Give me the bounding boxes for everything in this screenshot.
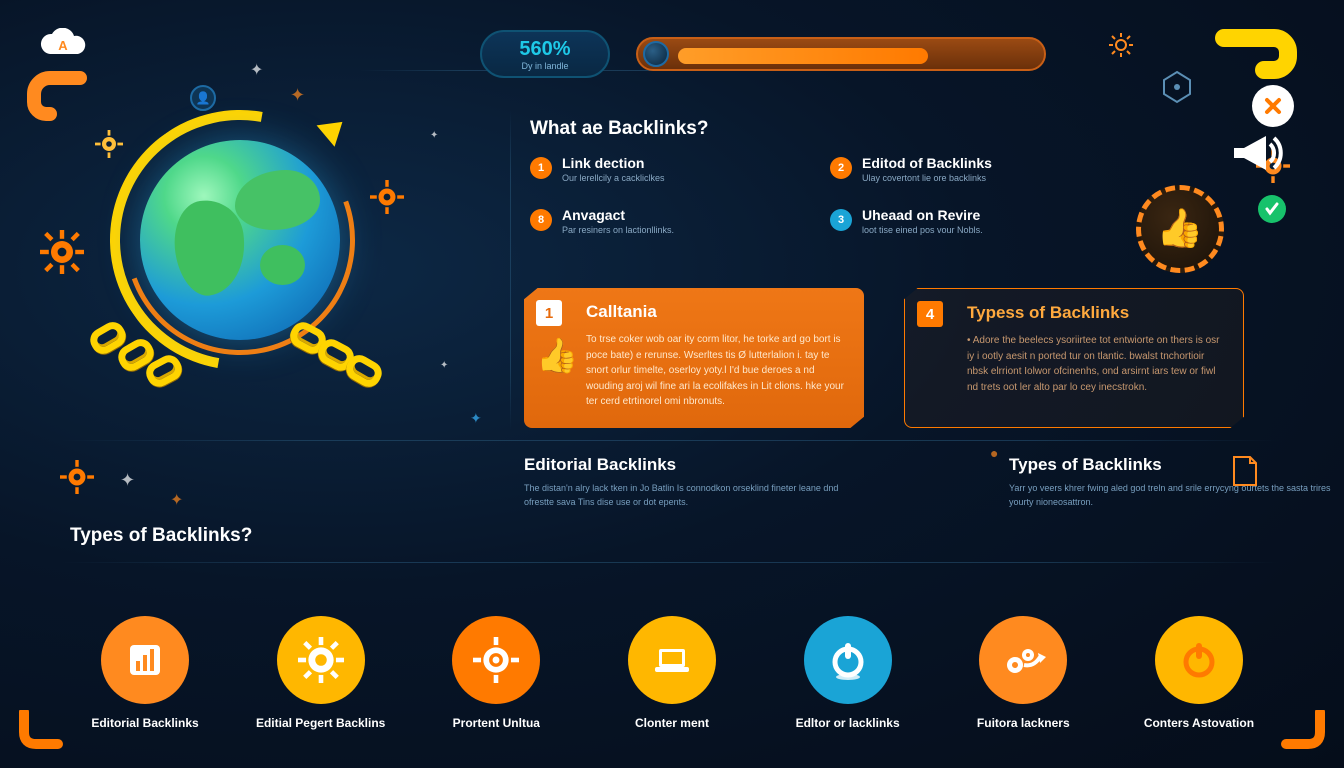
check-icon bbox=[1258, 195, 1286, 223]
thumbs-up-icon: 👍 bbox=[536, 336, 578, 376]
bullet-icon: 8 bbox=[530, 209, 552, 231]
type-item: Conters Astovation bbox=[1124, 616, 1274, 732]
type-item: Prortent Unltua bbox=[421, 616, 571, 732]
grid-item: 2 Editod of Backlinks Ulay covertont lie… bbox=[830, 155, 1080, 183]
bullet-icon: 3 bbox=[830, 209, 852, 231]
grid-item-title: Editod of Backlinks bbox=[862, 155, 992, 171]
megaphone-icon bbox=[1228, 130, 1284, 181]
bullet-icon: 2 bbox=[830, 157, 852, 179]
yellow-bracket-icon bbox=[1214, 28, 1314, 93]
close-icon bbox=[1252, 85, 1294, 127]
grid-item-title: Uheaad on Revire bbox=[862, 207, 983, 223]
card-title: Typess of Backlinks bbox=[967, 303, 1225, 323]
corner-bracket-bl bbox=[14, 710, 68, 754]
gear-icon bbox=[60, 460, 94, 494]
type-label: Editorial Backlinks bbox=[91, 716, 198, 732]
card-title: Calltania bbox=[586, 302, 846, 322]
grid-item: 3 Uheaad on Revire loot tise eined pos v… bbox=[830, 207, 1080, 235]
gear-icon bbox=[277, 616, 365, 704]
mid-column: Editorial Backlinks The distan'n alry la… bbox=[524, 455, 859, 510]
corner-bracket-br bbox=[1276, 710, 1330, 754]
decor-line bbox=[60, 440, 1280, 441]
decor-line bbox=[60, 562, 1280, 563]
thumbs-up-badge-icon: 👍 bbox=[1136, 185, 1224, 273]
section-title: What ae Backlinks? bbox=[530, 118, 708, 140]
gear-alt-icon bbox=[452, 616, 540, 704]
grid-item-title: Anvagact bbox=[562, 207, 674, 223]
decor-vline bbox=[510, 110, 511, 430]
progress-cap-icon bbox=[643, 41, 669, 67]
type-item: Clonter ment bbox=[597, 616, 747, 732]
document-icon bbox=[1232, 455, 1258, 492]
mid-column: Types of Backlinks Yarr yo veers khrer f… bbox=[1009, 455, 1344, 510]
chart-icon bbox=[101, 616, 189, 704]
svg-text:A: A bbox=[58, 38, 68, 53]
user-pin-icon: 👤 bbox=[190, 85, 216, 111]
cloud-icon: A bbox=[36, 28, 90, 67]
sun-icon bbox=[1108, 32, 1134, 63]
hex-icon bbox=[1160, 70, 1194, 109]
grid-item-sub: Ulay covertont lie ore backlinks bbox=[862, 173, 992, 183]
gear-icon bbox=[95, 130, 123, 158]
globe-icon bbox=[140, 140, 340, 340]
card-body: To trse coker wob oar ity corm litor, he… bbox=[586, 332, 846, 410]
card-body: • Adore the beelecs ysoriirtee tot entwi… bbox=[967, 333, 1225, 395]
gear-icon bbox=[40, 230, 84, 274]
grid-item-title: Link dection bbox=[562, 155, 665, 171]
gears-arrow-icon bbox=[979, 616, 1067, 704]
type-label: Edltor or lacklinks bbox=[796, 716, 900, 732]
type-label: Prortent Unltua bbox=[453, 716, 540, 732]
card-badge: 4 bbox=[917, 301, 943, 327]
grid-item-sub: loot tise eined pos vour Nobls. bbox=[862, 225, 983, 235]
mid-body: Yarr yo veers khrer fwing aled god treln… bbox=[1009, 481, 1344, 510]
stat-value: 560% bbox=[519, 38, 570, 61]
grid-items: 1 Link dection Our lerellcily a cacklicl… bbox=[530, 155, 1080, 235]
power2-icon bbox=[1155, 616, 1243, 704]
info-card: 4 Typess of Backlinks • Adore the beelec… bbox=[904, 288, 1244, 428]
type-label: Fuitora lackners bbox=[977, 716, 1070, 732]
type-item: Editorial Backlinks bbox=[70, 616, 220, 732]
type-label: Clonter ment bbox=[635, 716, 709, 732]
card-badge: 1 bbox=[536, 300, 562, 326]
info-card: 1 👍 Calltania To trse coker wob oar ity … bbox=[524, 288, 864, 428]
type-item: Edltor or lacklinks bbox=[773, 616, 923, 732]
gear-icon bbox=[370, 180, 404, 214]
grid-item: 1 Link dection Our lerellcily a cacklicl… bbox=[530, 155, 780, 183]
mid-title: Types of Backlinks bbox=[1009, 455, 1344, 475]
grid-item: 8 Anvagact Par resiners on lactionllinks… bbox=[530, 207, 780, 235]
type-label: Conters Astovation bbox=[1144, 716, 1254, 732]
mid-title: Editorial Backlinks bbox=[524, 455, 859, 475]
grid-item-sub: Par resiners on lactionllinks. bbox=[562, 225, 674, 235]
type-label: Editial Pegert Backlins bbox=[256, 716, 385, 732]
progress-fill bbox=[678, 48, 928, 64]
globe-hero: 👤 bbox=[50, 90, 440, 420]
laptop-icon bbox=[628, 616, 716, 704]
stat-pill: 560% Dy in landle bbox=[480, 30, 610, 78]
stat-caption: Dy in landle bbox=[521, 61, 568, 71]
type-item: Fuitora lackners bbox=[948, 616, 1098, 732]
grid-item-sub: Our lerellcily a cackliclkes bbox=[562, 173, 665, 183]
bullet-icon: 1 bbox=[530, 157, 552, 179]
types-label: Types of Backlinks? bbox=[70, 525, 252, 547]
power-icon bbox=[804, 616, 892, 704]
mid-body: The distan'n alry lack tken in Jo Batlin… bbox=[524, 481, 859, 510]
progress-bar bbox=[636, 37, 1046, 71]
icon-row: Editorial Backlinks Editial Pegert Backl… bbox=[70, 616, 1274, 732]
type-item: Editial Pegert Backlins bbox=[246, 616, 396, 732]
